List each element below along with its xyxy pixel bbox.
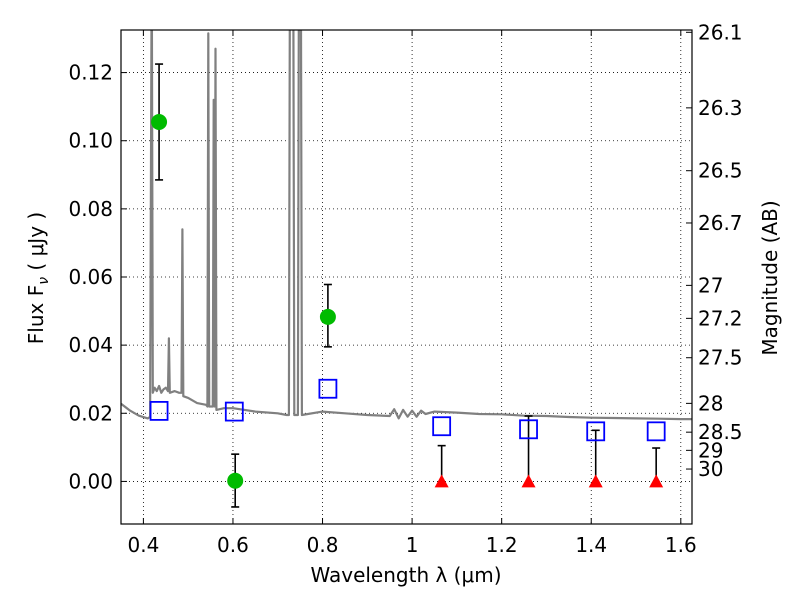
- detection-point: [151, 113, 168, 130]
- y-tick-labels: 0.00 0.02 0.04 0.06 0.08 0.10 0.12: [68, 61, 113, 494]
- magnitude-tick-label: 30: [698, 457, 723, 481]
- model-spectrum: [121, 30, 692, 421]
- y-tick-label: 0.02: [68, 401, 113, 425]
- model-band-point: [318, 378, 338, 399]
- data-markers: [149, 113, 666, 489]
- x-tick-labels: 0.4 0.6 0.8 1 1.2 1.4 1.6: [127, 533, 696, 557]
- x-tick-label: 1: [406, 533, 419, 557]
- model-band-point: [224, 401, 244, 422]
- magnitude-tick-label: 26.3: [698, 96, 743, 120]
- upper-limit-point: [649, 474, 664, 488]
- y-axis-label-main: Flux F: [24, 285, 48, 344]
- upper-limit-point: [434, 474, 449, 488]
- magnitude-tick-label: 26.7: [698, 211, 743, 235]
- y-axis-label-subscript: ν: [36, 277, 52, 285]
- y-axis-label-units: ( μJy ): [24, 212, 48, 277]
- y-tick-label: 0.06: [68, 265, 113, 289]
- magnitude-tick-label: 27.2: [698, 306, 743, 330]
- model-band-point: [432, 416, 452, 437]
- x-tick-label: 1.2: [486, 533, 518, 557]
- x-tick-label: 0.4: [127, 533, 159, 557]
- model-band-point: [149, 400, 169, 421]
- magnitude-axis-label: Magnitude (AB): [758, 200, 782, 355]
- model-band-point: [519, 419, 538, 440]
- magnitude-tick-label: 28.5: [698, 420, 743, 444]
- y-tick-label: 0.10: [68, 129, 113, 153]
- x-tick-label: 0.6: [217, 533, 249, 557]
- y-axis-label: Flux Fν ( μJy ): [24, 212, 52, 344]
- y-tick-label: 0.12: [68, 61, 113, 85]
- axis-ticks: [121, 30, 692, 524]
- magnitude-tick-label: 26.1: [698, 20, 743, 44]
- x-tick-label: 1.6: [665, 533, 697, 557]
- model-band-point: [646, 421, 666, 442]
- upper-limit-point: [521, 474, 536, 488]
- model-band-point: [586, 421, 606, 442]
- upper-limit-point: [588, 474, 603, 488]
- x-tick-label: 0.8: [307, 533, 339, 557]
- magnitude-tick-label: 29: [698, 438, 723, 462]
- magnitude-tick-label: 28: [698, 391, 723, 415]
- model-spectrum-line: [121, 30, 692, 421]
- detection-point: [319, 308, 336, 325]
- y-tick-label: 0.00: [68, 469, 113, 493]
- x-tick-label: 1.4: [575, 533, 607, 557]
- magnitude-tick-label: 27: [698, 273, 723, 297]
- x-axis-label: Wavelength λ (μm): [310, 563, 501, 587]
- magnitude-tick-label: 27.5: [698, 346, 743, 370]
- detection-point: [227, 472, 244, 489]
- y-tick-label: 0.08: [68, 197, 113, 221]
- y-tick-label: 0.04: [68, 333, 113, 357]
- magnitude-tick-label: 26.5: [698, 159, 743, 183]
